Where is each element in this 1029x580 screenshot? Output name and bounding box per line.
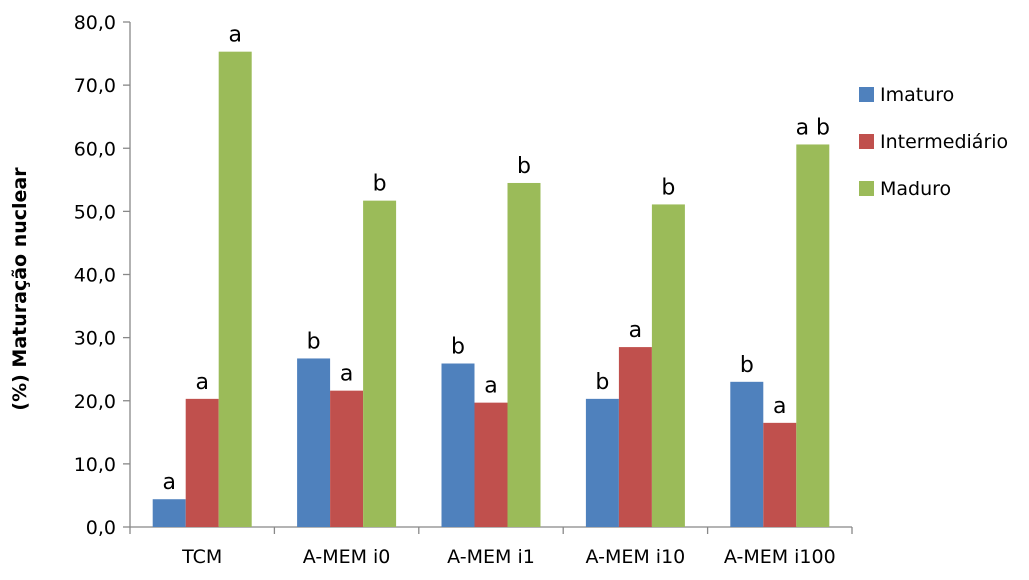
- bars: [152, 51, 830, 528]
- y-tick-label: 30,0: [74, 328, 116, 350]
- y-axis-label: (%) Maturação nuclear: [9, 167, 31, 411]
- bar: [763, 422, 797, 527]
- bar: [730, 381, 764, 527]
- y-tick-label: 20,0: [74, 391, 116, 413]
- bar: [585, 398, 619, 527]
- x-tick-label: TCM: [181, 546, 222, 568]
- data-label: b: [307, 329, 321, 354]
- legend: Imaturo Intermediário Maduro: [859, 84, 1008, 200]
- x-tick-label: A-MEM i100: [724, 546, 836, 568]
- bar: [507, 182, 541, 527]
- legend-label: Intermediário: [880, 131, 1008, 153]
- bar: [185, 398, 219, 527]
- data-label: b: [740, 353, 754, 378]
- y-tick-label: 0,0: [86, 517, 116, 539]
- bar: [474, 402, 508, 527]
- y-tick-label: 60,0: [74, 138, 116, 160]
- data-label: b: [451, 335, 465, 360]
- bar: [618, 347, 652, 527]
- y-tick-label: 80,0: [74, 12, 116, 34]
- data-label: a: [340, 362, 353, 387]
- data-label: a: [228, 23, 241, 48]
- data-label: a: [773, 394, 786, 419]
- data-label: b: [517, 154, 531, 179]
- legend-swatch: [859, 134, 874, 149]
- data-label: a: [629, 318, 642, 343]
- bar: [441, 363, 475, 527]
- legend-swatch: [859, 87, 874, 102]
- x-tick-label: A-MEM i10: [586, 546, 686, 568]
- data-label: a: [484, 374, 497, 399]
- data-label: b: [661, 175, 675, 200]
- data-label: a: [162, 470, 175, 495]
- legend-swatch: [859, 181, 874, 196]
- bar: [297, 358, 331, 527]
- x-tick-label: A-MEM i1: [447, 546, 535, 568]
- bar: [796, 144, 830, 527]
- y-tick-label: 10,0: [74, 454, 116, 476]
- bar: [218, 51, 252, 527]
- x-tick-label: A-MEM i0: [303, 546, 391, 568]
- legend-label: Imaturo: [880, 84, 954, 106]
- data-label: a: [195, 370, 208, 395]
- y-ticks: 0,0 10,0 20,0 30,0 40,0 50,0 60,0 70,0 80,0: [74, 12, 130, 539]
- y-tick-label: 50,0: [74, 201, 116, 223]
- y-tick-label: 40,0: [74, 265, 116, 287]
- bar: [651, 204, 685, 527]
- bar: [152, 499, 186, 527]
- data-label: b: [373, 172, 387, 197]
- data-label: b: [595, 370, 609, 395]
- bar: [330, 390, 364, 527]
- y-tick-label: 70,0: [74, 75, 116, 97]
- bar: [363, 200, 397, 528]
- legend-label: Maduro: [880, 178, 951, 200]
- x-ticks: TCM A-MEM i0 A-MEM i1 A-MEM i10 A-MEM i100: [129, 527, 853, 568]
- data-label: a b: [796, 115, 830, 140]
